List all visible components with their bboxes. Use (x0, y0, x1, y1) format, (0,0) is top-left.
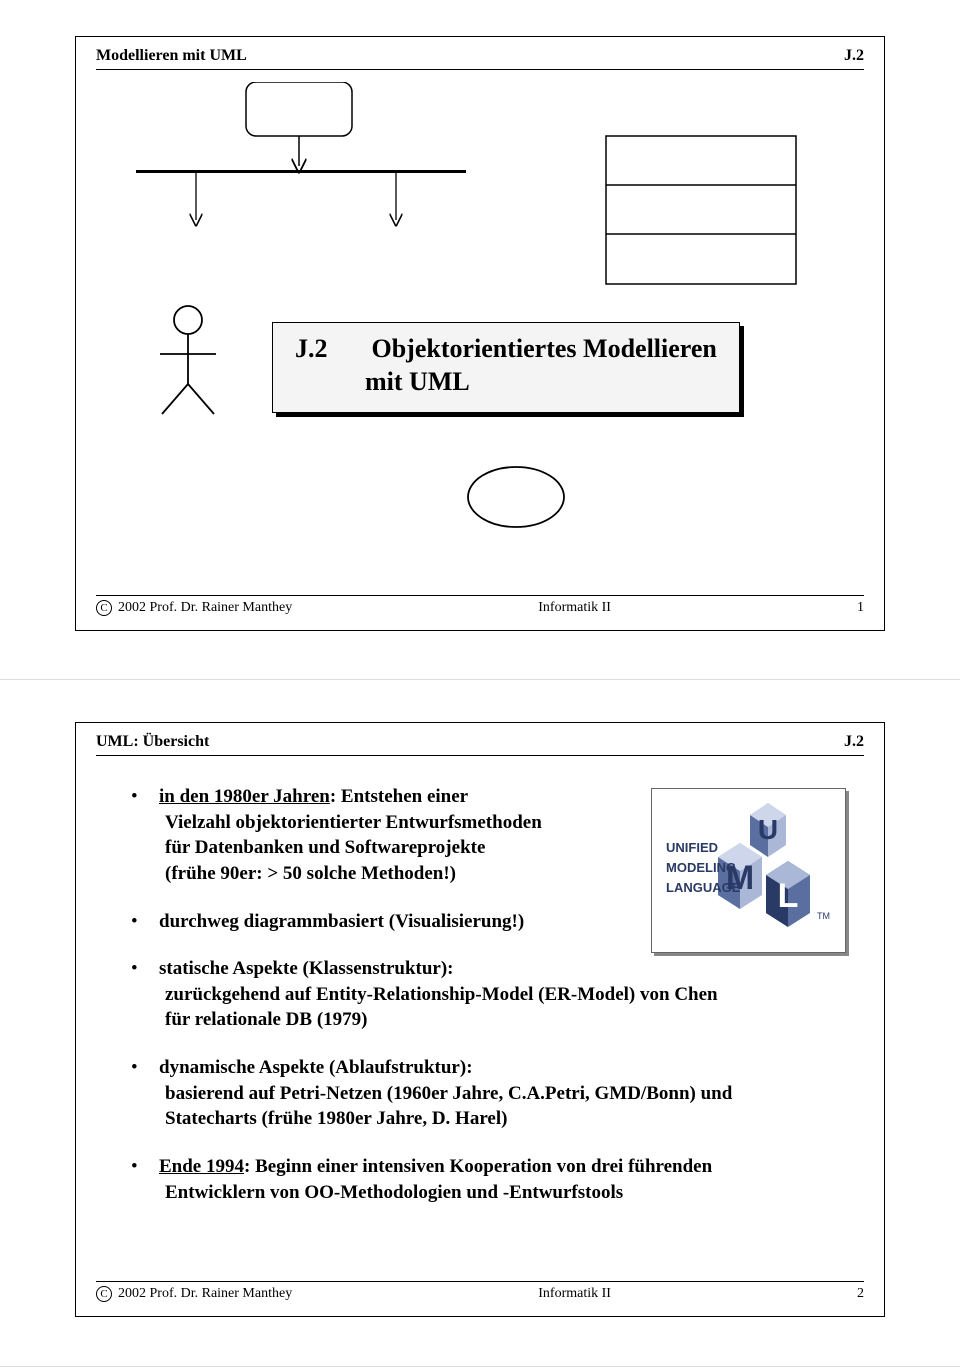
copyright-icon: C (96, 600, 112, 616)
title-line-2: mit UML (365, 367, 470, 396)
title-line-1: Objektorientiertes Modellieren (372, 334, 717, 363)
header-left: Modellieren mit UML (96, 47, 247, 65)
header-right: J.2 (844, 733, 864, 751)
bullet-lead: in den 1980er Jahren: Entstehen einer (159, 784, 864, 810)
slide-footer: C 2002 Prof. Dr. Rainer Manthey Informat… (96, 1281, 864, 1302)
title-box-wrap: J.2 Objektorientiertes Modellieren mit U… (272, 322, 740, 413)
bullets: in den 1980er Jahren: Entstehen einerVie… (96, 784, 864, 1227)
footer-left: C 2002 Prof. Dr. Rainer Manthey (96, 600, 292, 616)
slide-footer: C 2002 Prof. Dr. Rainer Manthey Informat… (96, 595, 864, 616)
bullet-cont-line: Vielzahl objektorientierter Entwurfsmeth… (159, 810, 864, 836)
bullet-cont-line: (frühe 90er: > 50 solche Methoden!) (159, 861, 864, 887)
bullet-cont-line: Statecharts (frühe 1980er Jahre, D. Hare… (159, 1106, 864, 1132)
slide-frame: Modellieren mit UML J.2 (75, 36, 885, 631)
bullet-cont-line: für relationale DB (1979) (159, 1007, 864, 1033)
bullet-item: Ende 1994: Beginn einer intensiven Koope… (131, 1154, 864, 1205)
bullet-lead-rest: : Entstehen einer (330, 786, 468, 807)
bullet-lead: Ende 1994: Beginn einer intensiven Koope… (159, 1154, 864, 1180)
title-box: J.2 Objektorientiertes Modellieren mit U… (272, 322, 740, 413)
bullet-item: in den 1980er Jahren: Entstehen einerVie… (131, 784, 864, 887)
bullet-lead-underlined: Ende 1994 (159, 1156, 244, 1177)
slide-header: Modellieren mit UML J.2 (96, 47, 864, 70)
bullet-lead-underlined: in den 1980er Jahren (159, 786, 330, 807)
footer-page: 1 (857, 600, 864, 616)
bullet-lead: statische Aspekte (Klassenstruktur): (159, 956, 864, 982)
actor-leg-right (188, 384, 214, 414)
header-right: J.2 (844, 47, 864, 65)
slide-body: J.2 Objektorientiertes Modellieren mit U… (96, 82, 864, 585)
slide-header: UML: Übersicht J.2 (96, 733, 864, 756)
bullet-cont-line: Entwicklern von OO-Methodologien und -En… (159, 1180, 864, 1206)
bullet-item: durchweg diagrammbasiert (Visualisierung… (131, 909, 864, 935)
header-left: UML: Übersicht (96, 733, 209, 751)
bullet-cont-line: zurückgehend auf Entity-Relationship-Mod… (159, 982, 864, 1008)
footer-page: 2 (857, 1286, 864, 1302)
footer-left: C 2002 Prof. Dr. Rainer Manthey (96, 1286, 292, 1302)
bullet-item: statische Aspekte (Klassenstruktur):zurü… (131, 956, 864, 1033)
bullet-cont-line: für Datenbanken und Softwareprojekte (159, 835, 864, 861)
class-box (606, 136, 796, 284)
bullet-cont-line: basierend auf Petri-Netzen (1960er Jahre… (159, 1081, 864, 1107)
actor-leg-left (162, 384, 188, 414)
footer-center: Informatik II (538, 600, 611, 616)
activity-box (246, 82, 352, 136)
slide-frame: UML: Übersicht J.2 U (75, 722, 885, 1317)
footer-center: Informatik II (538, 1286, 611, 1302)
actor-head (174, 306, 202, 334)
sync-bar (136, 170, 466, 173)
bullet-item: dynamische Aspekte (Ablaufstruktur):basi… (131, 1055, 864, 1132)
bullet-lead: durchweg diagrammbasiert (Visualisierung… (159, 909, 864, 935)
footer-author: 2002 Prof. Dr. Rainer Manthey (118, 1286, 292, 1302)
bullet-lead-rest: : Beginn einer intensiven Kooperation vo… (244, 1156, 712, 1177)
usecase-ellipse (468, 467, 564, 527)
bullet-lead: dynamische Aspekte (Ablaufstruktur): (159, 1055, 864, 1081)
slide-body: U M (96, 768, 864, 1271)
slide-1: Modellieren mit UML J.2 (0, 0, 960, 680)
title-number: J.2 (295, 333, 365, 366)
slide-2: UML: Übersicht J.2 U (0, 680, 960, 1367)
copyright-icon: C (96, 1286, 112, 1302)
footer-author: 2002 Prof. Dr. Rainer Manthey (118, 600, 292, 616)
